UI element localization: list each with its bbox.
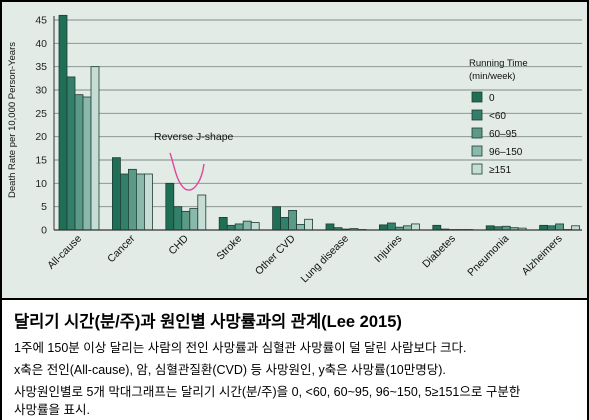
caption-line-2: x축은 전인(All-cause), 암, 심혈관질환(CVD) 등 사망원인,…: [14, 363, 446, 377]
caption-title: 달리기 시간(분/주)과 원인별 사망률과의 관계(Lee 2015): [14, 313, 402, 331]
bar: [386, 222, 396, 231]
bar: [485, 225, 495, 231]
x-tick-label: Lung disease: [298, 233, 351, 286]
y-tick-label: 40: [35, 38, 47, 50]
legend-swatch: [471, 145, 483, 157]
bar: [143, 173, 153, 231]
bar: [402, 225, 412, 231]
x-tick-label: Pneumonia: [465, 233, 511, 279]
bar: [120, 173, 129, 231]
caption-line-3: 사망원인별로 5개 막대그래프는 달리기 시간(분/주)을 0, <60, 60…: [14, 385, 521, 399]
x-tick-label: Other CVD: [253, 232, 298, 277]
x-tick-label: Cancer: [105, 232, 138, 265]
y-tick-label: 35: [35, 61, 47, 73]
x-tick-label: Diabetes: [420, 233, 458, 271]
bar: [242, 220, 252, 231]
bar: [197, 194, 207, 231]
y-tick-label: 0: [41, 225, 47, 237]
bar: [547, 225, 556, 231]
y-tick-label: 25: [35, 108, 47, 120]
bar: [218, 216, 228, 231]
y-tick-label: 10: [35, 178, 47, 190]
bar: [74, 94, 84, 231]
x-tick-label: Alzheimers: [520, 233, 565, 278]
annotation-label: Reverse J-shape: [154, 131, 234, 143]
bar: [226, 224, 236, 231]
bar: [304, 218, 314, 231]
legend-label: <60: [489, 111, 506, 122]
bar: [165, 182, 175, 231]
bar: [555, 223, 564, 231]
bar: [378, 224, 388, 231]
bar: [325, 223, 335, 231]
bar: [189, 208, 199, 231]
bar: [58, 14, 68, 231]
x-tick-label: Stroke: [214, 233, 244, 263]
bar: [296, 223, 306, 231]
legend-label: 96–150: [489, 147, 523, 158]
bar: [410, 223, 420, 231]
y-tick-label: 30: [35, 85, 47, 97]
x-tick-label: CHD: [166, 232, 191, 257]
bar: [135, 173, 145, 231]
chart-panel: 0 5 10 15 20 25 30 35 40 45 Death Rate per 10,000 …: [2, 2, 587, 298]
bar: [181, 210, 191, 231]
legend-label: 60–95: [489, 129, 517, 140]
legend-swatch: [471, 163, 483, 175]
caption-line-1: 1주에 150분 이상 달리는 사람의 전인 사망률과 심혈관 사망률이 덜 달…: [14, 341, 467, 355]
y-axis-label: Death Rate per 10,000 Person-Years: [7, 42, 18, 198]
legend-title: Running Time: [469, 58, 528, 69]
y-tick-label: 45: [35, 15, 47, 27]
y-tick-label: 20: [35, 131, 47, 143]
y-tick-label: 5: [41, 201, 47, 213]
bar: [288, 209, 298, 231]
bar: [250, 222, 260, 231]
bar: [112, 157, 121, 231]
caption-line-4: 사망률을 표시.: [14, 403, 90, 417]
bar: [272, 206, 282, 231]
bar: [173, 206, 183, 231]
bar: [234, 223, 244, 231]
x-tick-label: Injuries: [372, 233, 404, 265]
bar: [539, 224, 548, 231]
reverse-j-curve: [169, 152, 205, 191]
bar: [66, 76, 76, 231]
x-tick-label: All-cause: [45, 233, 84, 272]
caption-box: 달리기 시간(분/주)과 원인별 사망률과의 관계(Lee 2015) 1주에 …: [2, 298, 587, 420]
bar: [280, 216, 290, 231]
legend-label: 0: [489, 93, 495, 104]
legend-title: (min/week): [469, 71, 515, 82]
legend-swatch: [471, 109, 483, 121]
bar: [432, 224, 442, 231]
legend-label: ≥151: [489, 165, 512, 176]
bar: [128, 168, 137, 231]
bar-chart: 0 5 10 15 20 25 30 35 40 45 Death Rate per 10,000 …: [7, 14, 582, 286]
bar: [571, 225, 580, 231]
legend-swatch: [471, 127, 483, 139]
legend-swatch: [471, 91, 483, 103]
bar: [82, 96, 92, 231]
bar: [90, 66, 100, 231]
y-tick-label: 15: [35, 155, 47, 167]
